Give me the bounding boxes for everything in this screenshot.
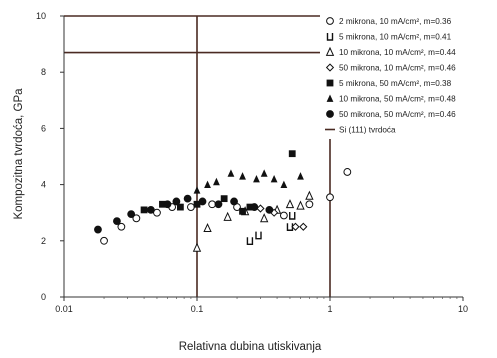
data-point-series-3	[203, 222, 212, 233]
data-point-series-5	[140, 206, 148, 214]
data-point-series-5	[159, 200, 166, 208]
legend-entry-3: 10 mikrona, 10 mA/cm², m=0.44	[339, 48, 456, 57]
y-tick-label: 10	[36, 11, 46, 21]
legend-entry-6: 10 mikrona, 50 mA/cm², m=0.48	[339, 95, 456, 104]
x-tick-label: 0.1	[191, 304, 204, 314]
data-point-series-7	[250, 203, 259, 211]
data-point-series-3	[305, 190, 314, 200]
legend-marker-6	[326, 94, 334, 102]
data-point-series-7	[94, 225, 102, 234]
data-point-series-7	[198, 197, 207, 206]
data-point-series-6	[270, 174, 278, 183]
data-point-series-7	[127, 210, 136, 219]
data-point-series-6	[239, 172, 246, 180]
data-point-series-6	[193, 186, 201, 194]
legend-entry-8: Si (111) tvrdoća	[339, 126, 396, 135]
data-point-series-1	[279, 211, 288, 220]
legend-marker-2	[326, 33, 334, 41]
legend-entry-1: 2 mikrona, 10 mA/cm², m=0.36	[339, 17, 452, 26]
data-points	[94, 150, 352, 252]
data-point-series-6	[260, 169, 268, 177]
y-tick-label: 0	[41, 292, 46, 302]
legend-marker-7	[326, 110, 334, 118]
data-point-series-6	[204, 180, 211, 188]
y-tick-label: 2	[41, 236, 46, 246]
data-point-series-7	[183, 194, 192, 203]
data-point-series-5	[288, 150, 296, 158]
y-axis-title: Kompozitna tvrdoća, GPa	[13, 88, 25, 220]
data-point-series-7	[230, 197, 238, 206]
x-tick-label: 1	[327, 304, 332, 314]
data-point-series-1	[305, 200, 314, 209]
data-point-series-5	[246, 203, 254, 211]
data-point-series-7	[172, 197, 181, 206]
data-point-series-5	[239, 207, 246, 215]
y-tick-label: 6	[41, 123, 46, 133]
data-point-series-7	[163, 200, 172, 209]
data-point-series-6	[253, 174, 260, 183]
data-point-series-3	[223, 211, 232, 221]
y-tick-label: 4	[41, 180, 46, 190]
data-point-series-1	[208, 200, 217, 209]
axes	[60, 15, 464, 301]
legend-background	[320, 11, 492, 139]
legend-entry-5: 5 mikrona, 50 mA/cm², m=0.38	[339, 79, 452, 88]
x-tick-label: 0.01	[55, 304, 73, 314]
data-point-series-7	[146, 205, 155, 214]
data-point-series-3	[192, 242, 202, 252]
data-point-series-1	[187, 203, 195, 211]
legend-entry-2: 5 mikrona, 10 mA/cm², m=0.41	[339, 33, 452, 42]
legend-marker-1	[326, 17, 334, 25]
data-point-series-5	[176, 203, 184, 211]
data-point-series-7	[214, 200, 223, 209]
data-point-series-4	[291, 222, 300, 231]
data-point-series-1	[343, 168, 352, 176]
data-point-series-1	[100, 236, 108, 245]
data-point-series-6	[297, 172, 304, 180]
x-tick-label: 10	[458, 304, 468, 314]
legend-marker-4	[325, 63, 335, 72]
data-point-series-5	[220, 195, 228, 203]
data-point-series-1	[326, 193, 334, 202]
data-point-series-7	[265, 205, 274, 214]
legend-marker-3	[325, 46, 335, 56]
data-point-series-6	[280, 180, 288, 188]
data-point-series-2	[289, 212, 296, 220]
data-point-series-5	[193, 200, 201, 208]
tick-labels: 0.01 0.1 1 10 0 2 4 6 8 10	[36, 11, 468, 314]
data-point-series-3	[285, 199, 295, 209]
legend-marker-5	[326, 79, 334, 87]
legend-entry-4: 50 mikrona, 10 mA/cm², m=0.46	[339, 64, 456, 73]
data-point-series-3	[296, 200, 305, 210]
data-point-series-2	[246, 237, 254, 245]
data-point-series-1	[132, 214, 141, 223]
data-point-series-7	[113, 217, 121, 226]
data-point-series-6	[213, 177, 220, 186]
legend: 2 mikrona, 10 mA/cm², m=0.36 5 mikrona, 1…	[320, 11, 492, 139]
data-point-series-6	[227, 169, 235, 177]
legend-entry-7: 50 mikrona, 50 mA/cm², m=0.46	[339, 110, 456, 119]
data-point-series-2	[255, 231, 262, 240]
data-point-series-4	[299, 222, 308, 231]
data-point-series-3	[260, 213, 269, 223]
y-tick-label: 8	[41, 67, 46, 77]
x-axis-title: Relativna dubina utiskivanja	[179, 341, 322, 353]
data-point-series-1	[117, 222, 126, 231]
